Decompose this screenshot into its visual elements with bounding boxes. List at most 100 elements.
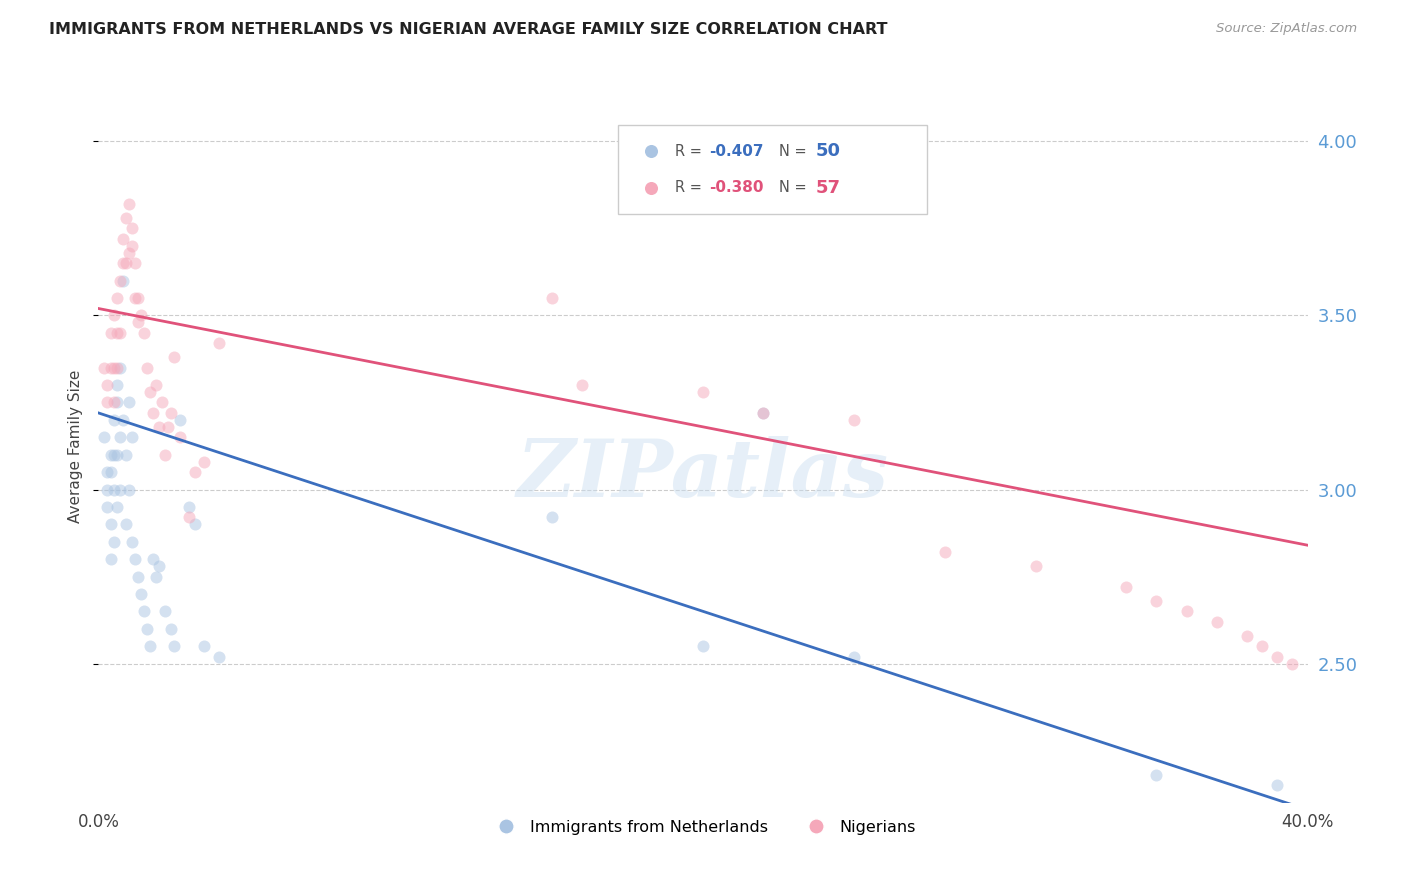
Point bbox=[844, 649, 866, 664]
Point bbox=[124, 552, 146, 566]
Text: R =: R = bbox=[675, 144, 707, 159]
Point bbox=[1236, 629, 1258, 643]
Point bbox=[148, 420, 170, 434]
Point bbox=[124, 256, 146, 270]
Point bbox=[145, 569, 167, 583]
Point bbox=[127, 569, 149, 583]
Point bbox=[103, 360, 125, 375]
Point bbox=[129, 587, 152, 601]
Point bbox=[103, 309, 125, 323]
Point bbox=[96, 395, 118, 409]
Point bbox=[150, 395, 173, 409]
Point bbox=[111, 413, 134, 427]
Point bbox=[934, 545, 956, 559]
Text: R =: R = bbox=[675, 180, 707, 195]
Point bbox=[135, 622, 157, 636]
Point bbox=[540, 291, 562, 305]
Point bbox=[169, 413, 191, 427]
Point bbox=[160, 622, 183, 636]
Point bbox=[127, 315, 149, 329]
Point bbox=[118, 483, 141, 497]
Point bbox=[96, 465, 118, 479]
Point bbox=[121, 221, 143, 235]
Text: N =: N = bbox=[779, 144, 811, 159]
Point bbox=[1267, 778, 1289, 792]
Point bbox=[108, 326, 131, 340]
Point bbox=[129, 309, 152, 323]
Point bbox=[179, 500, 201, 514]
Text: IMMIGRANTS FROM NETHERLANDS VS NIGERIAN AVERAGE FAMILY SIZE CORRELATION CHART: IMMIGRANTS FROM NETHERLANDS VS NIGERIAN … bbox=[49, 22, 887, 37]
Point bbox=[184, 465, 207, 479]
Point bbox=[139, 385, 162, 400]
Point bbox=[114, 448, 136, 462]
Point bbox=[100, 326, 122, 340]
Point bbox=[1144, 768, 1167, 782]
Point bbox=[1175, 604, 1198, 618]
Text: -0.380: -0.380 bbox=[709, 180, 763, 195]
Point bbox=[108, 483, 131, 497]
Point bbox=[1251, 639, 1274, 653]
Y-axis label: Average Family Size: Average Family Size bbox=[67, 369, 83, 523]
Text: 57: 57 bbox=[815, 178, 841, 196]
Point bbox=[93, 360, 115, 375]
Text: ZIPatlas: ZIPatlas bbox=[517, 436, 889, 513]
Point bbox=[103, 413, 125, 427]
Point bbox=[121, 534, 143, 549]
Point bbox=[121, 239, 143, 253]
Point bbox=[208, 336, 231, 351]
Point bbox=[93, 430, 115, 444]
Point bbox=[103, 448, 125, 462]
Point bbox=[103, 395, 125, 409]
Point bbox=[100, 552, 122, 566]
Point bbox=[1206, 615, 1229, 629]
Point bbox=[124, 291, 146, 305]
Point bbox=[135, 360, 157, 375]
Point bbox=[1281, 657, 1303, 671]
Point bbox=[160, 406, 183, 420]
Point bbox=[100, 448, 122, 462]
Point bbox=[114, 256, 136, 270]
Point bbox=[540, 510, 562, 524]
Point bbox=[1115, 580, 1137, 594]
Point bbox=[132, 326, 155, 340]
Point bbox=[105, 395, 128, 409]
Point bbox=[121, 430, 143, 444]
Point bbox=[1144, 594, 1167, 608]
Text: Source: ZipAtlas.com: Source: ZipAtlas.com bbox=[1216, 22, 1357, 36]
Point bbox=[108, 360, 131, 375]
Point bbox=[118, 395, 141, 409]
Point bbox=[571, 378, 593, 392]
Point bbox=[96, 483, 118, 497]
Point bbox=[179, 510, 201, 524]
Point bbox=[844, 413, 866, 427]
Point bbox=[692, 385, 714, 400]
Point bbox=[148, 559, 170, 574]
Point bbox=[111, 232, 134, 246]
Point bbox=[100, 517, 122, 532]
Point bbox=[163, 639, 186, 653]
Point bbox=[193, 639, 215, 653]
Point bbox=[105, 291, 128, 305]
Point bbox=[184, 517, 207, 532]
Point bbox=[96, 378, 118, 392]
Point bbox=[752, 406, 775, 420]
Point bbox=[127, 291, 149, 305]
Point bbox=[142, 552, 165, 566]
Point bbox=[114, 211, 136, 225]
Point bbox=[105, 326, 128, 340]
Point bbox=[132, 604, 155, 618]
Point bbox=[692, 639, 714, 653]
Point bbox=[153, 604, 176, 618]
Point bbox=[108, 274, 131, 288]
Point bbox=[145, 378, 167, 392]
Point bbox=[103, 483, 125, 497]
Point bbox=[118, 197, 141, 211]
Point bbox=[139, 639, 162, 653]
Point bbox=[142, 406, 165, 420]
Point bbox=[156, 420, 179, 434]
Point bbox=[100, 465, 122, 479]
Point bbox=[105, 448, 128, 462]
Text: 50: 50 bbox=[815, 143, 841, 161]
Point bbox=[153, 448, 176, 462]
Point bbox=[111, 256, 134, 270]
